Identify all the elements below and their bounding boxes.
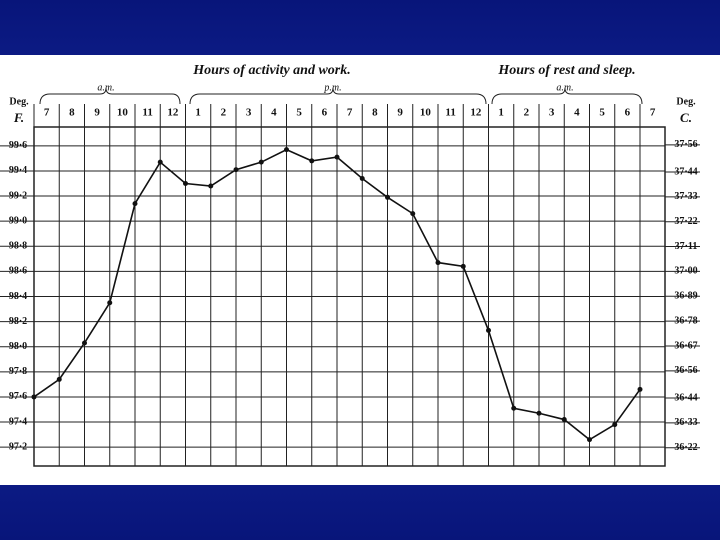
data-point (233, 167, 239, 173)
x-tick-label: 5 (599, 107, 605, 119)
x-tick-label: 2 (524, 107, 530, 119)
data-point (460, 263, 466, 269)
x-tick-label: 4 (271, 107, 277, 119)
y2-tick-label: 36·33 (674, 417, 697, 428)
x-tick-label: 3 (246, 107, 252, 119)
data-point (208, 183, 214, 189)
y-unit-label: Deg. (9, 96, 29, 107)
data-point (410, 211, 416, 217)
y2-tick-label: 37·44 (674, 166, 697, 177)
x-tick-label: 7 (44, 107, 50, 119)
x-tick-label: 5 (296, 107, 302, 119)
data-point (82, 340, 87, 346)
x-tick-label: 9 (94, 107, 100, 119)
data-point (157, 159, 163, 165)
data-point (284, 147, 289, 153)
period-label: a.m. (97, 82, 114, 93)
x-tick-label: 7 (650, 107, 656, 119)
data-point (309, 158, 315, 164)
data-point (56, 376, 62, 382)
header-activity: Hours of activity and work. (192, 63, 351, 78)
y2-unit-label: Deg. (676, 96, 696, 107)
x-tick-label: 2 (221, 107, 227, 119)
x-tick-label: 11 (445, 107, 455, 119)
x-tick-label: 10 (117, 107, 129, 119)
data-point (183, 181, 188, 186)
data-point (536, 410, 542, 416)
y2-tick-label: 36·44 (674, 392, 697, 403)
x-tick-label: 6 (625, 107, 631, 119)
x-tick-label: 12 (470, 107, 482, 119)
braces (39, 87, 643, 105)
y2-tick-label: 36·22 (674, 442, 697, 453)
y2-tick-label: 36·56 (674, 365, 697, 376)
y2-tick-label: 36·89 (674, 291, 697, 302)
y2-tick-label: 37·22 (674, 216, 697, 227)
x-tick-label: 6 (322, 107, 328, 119)
header-rest: Hours of rest and sleep. (497, 63, 635, 78)
x-tick-label: 3 (549, 107, 555, 119)
data-point (486, 327, 491, 333)
data-point (612, 422, 618, 428)
y2-tick-label: 36·78 (674, 315, 697, 326)
x-tick-label: 11 (142, 107, 152, 119)
data-point (31, 394, 37, 400)
data-point (334, 154, 340, 160)
y2-tick-label: 37·33 (674, 191, 697, 202)
data-point (385, 194, 390, 200)
y2-tick-label: 37·00 (674, 266, 697, 277)
chart: Hours of activity and work. Hours of res… (0, 55, 720, 485)
data-point (435, 260, 441, 266)
data-point (561, 417, 567, 423)
x-tick-label: 12 (167, 107, 179, 119)
x-tick-label: 4 (574, 107, 580, 119)
data-point (359, 175, 365, 181)
data-point (258, 159, 264, 165)
data-point (132, 201, 138, 207)
data-point (107, 300, 113, 306)
period-label: p.m. (323, 82, 341, 93)
data-point (587, 437, 592, 443)
y2-axis-label: C. (680, 110, 692, 125)
x-tick-label: 9 (397, 107, 403, 119)
y2-tick-label: 37·56 (674, 139, 697, 150)
y-axis-label: F. (13, 110, 24, 125)
x-tick-label: 8 (372, 107, 378, 119)
x-tick-label: 1 (498, 107, 504, 119)
data-point (637, 386, 643, 392)
y2-tick-label: 37·11 (675, 241, 698, 252)
x-tick-label: 7 (347, 107, 353, 119)
x-tick-label: 10 (420, 107, 432, 119)
period-label: a.m. (556, 82, 573, 93)
data-point (511, 405, 517, 411)
x-tick-label: 1 (195, 107, 201, 119)
x-tick-label: 8 (69, 107, 75, 119)
y2-tick-label: 36·67 (674, 340, 697, 351)
